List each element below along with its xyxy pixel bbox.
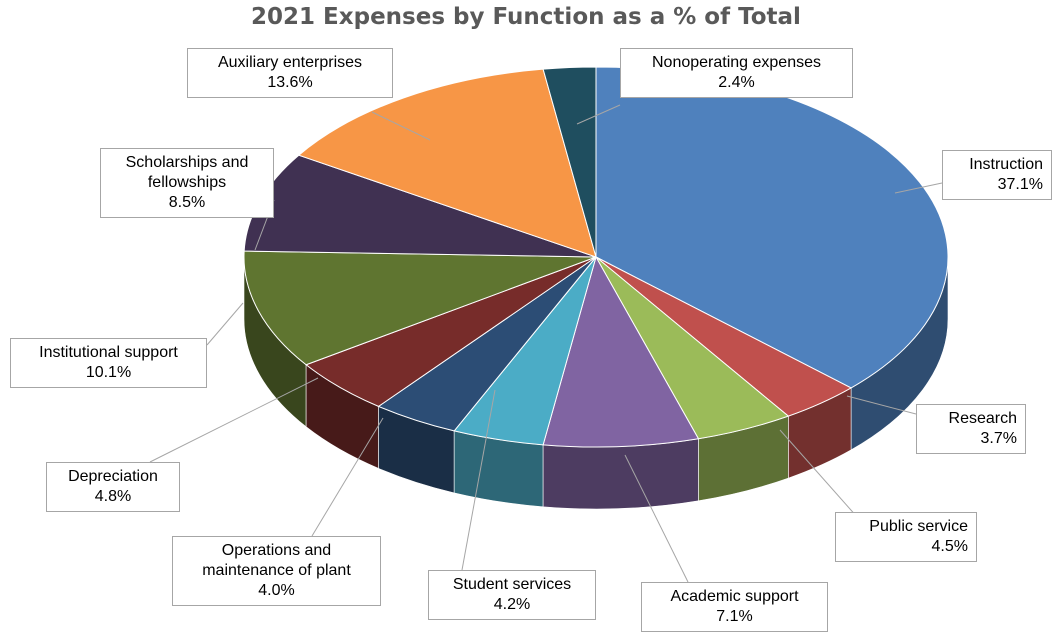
slice-label-name: Academic support: [670, 588, 799, 605]
slice-label-value: 7.1%: [716, 608, 753, 625]
slice-label-name: Institutional support: [39, 344, 178, 361]
leader-line-instruction: [894, 182, 943, 194]
slice-label-value: 2.4%: [718, 74, 755, 91]
pie-slice-academic-support: [542, 255, 700, 448]
slice-label-name: maintenance of plant: [202, 562, 351, 579]
slice-label-value: 4.5%: [931, 538, 968, 555]
pie-slice-institutional-support: [243, 250, 597, 366]
data-label-instruction: Instruction 37.1%: [942, 150, 1052, 200]
slice-label-value: 3.7%: [980, 430, 1017, 447]
slice-label-value: 13.6%: [267, 74, 313, 91]
slice-label-value: 4.0%: [258, 582, 295, 599]
leader-line-depreciation: [149, 377, 319, 463]
leader-line-student-services: [461, 389, 496, 571]
slice-label-value: 4.2%: [493, 596, 531, 613]
slice-label-name: Instruction: [969, 156, 1043, 173]
slice-label-name: Scholarships and: [125, 154, 249, 171]
pie-slice-nonoperating-expenses: [542, 66, 597, 258]
leader-line-institutional-support: [206, 302, 244, 346]
slice-label-name: Public service: [869, 518, 968, 535]
slice-label-value: 8.5%: [168, 194, 206, 211]
leader-line-research: [846, 395, 917, 415]
leader-line-auxiliary-enterprises: [371, 111, 431, 141]
leader-line-academic-support: [624, 454, 689, 583]
slice-label-name: Nonoperating expenses: [651, 54, 821, 71]
slice-label-name: Student services: [452, 576, 572, 593]
data-label-depreciation: Depreciation 4.8%: [46, 462, 180, 512]
chart-title: 2021 Expenses by Function as a % of Tota…: [251, 4, 801, 30]
data-label-academic-support: Academic support 7.1%: [641, 582, 828, 632]
pie-slice-auxiliary-enterprises: [297, 68, 597, 258]
pie-slice-side-academic-support: [542, 438, 699, 510]
data-label-scholarships-and-fellowships: Scholarships and fellowships 8.5%: [100, 148, 274, 218]
slice-label-value: 4.8%: [94, 488, 132, 505]
leader-line-nonoperating-expenses: [576, 104, 621, 125]
data-label-auxiliary-enterprises: Auxiliary enterprises 13.6%: [187, 48, 393, 98]
leader-line-operations-and-maintenance-of-plant: [311, 417, 384, 537]
data-label-institutional-support: Institutional support 10.1%: [10, 338, 207, 388]
slice-label-name: Operations and: [221, 542, 332, 559]
slice-label-value: 37.1%: [997, 176, 1043, 193]
leader-line-public-service: [779, 429, 859, 519]
slice-label-name: fellowships: [147, 174, 227, 191]
slice-label-name: Depreciation: [68, 468, 158, 485]
data-label-student-services: Student services 4.2%: [428, 570, 596, 620]
slice-label-name: Auxiliary enterprises: [217, 54, 363, 71]
slice-label-name: Research: [948, 410, 1017, 427]
slice-label-value: 10.1%: [85, 364, 132, 381]
data-label-nonoperating-expenses: Nonoperating expenses 2.4%: [620, 48, 853, 98]
data-label-public-service: Public service 4.5%: [835, 512, 977, 562]
data-label-research: Research 3.7%: [916, 404, 1026, 454]
data-label-operations-and-maintenance-of-plant: Operations and maintenance of plant 4.0%: [172, 536, 381, 606]
